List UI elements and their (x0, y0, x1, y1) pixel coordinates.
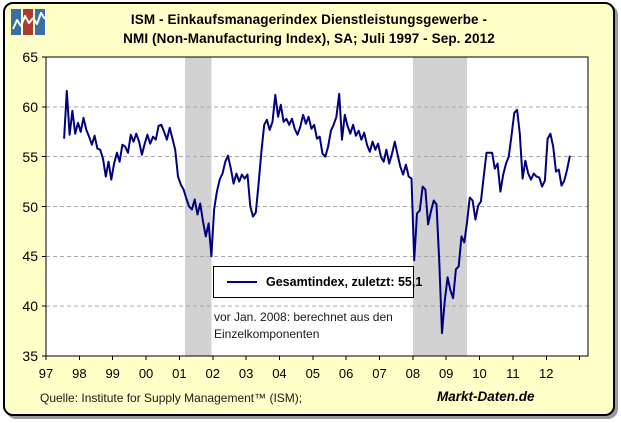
x-axis-label: 12 (539, 366, 554, 381)
markt-daten-logo (11, 9, 46, 35)
x-axis-label: 98 (72, 366, 87, 381)
watermark-text: Markt-Daten.de (437, 389, 535, 404)
y-axis-label: 55 (22, 148, 38, 165)
x-axis-label: 01 (172, 366, 187, 381)
legend-box: Gesamtindex, zuletzt: 55,1 (213, 266, 422, 298)
y-axis-label: 60 (22, 98, 38, 115)
x-axis-label: 05 (305, 366, 321, 381)
x-axis-label: 09 (438, 366, 454, 381)
legend-label: Gesamtindex, zuletzt: 55,1 (266, 275, 423, 289)
x-axis-label: 99 (105, 366, 120, 381)
x-axis-label: 00 (138, 366, 154, 381)
x-axis-label: 06 (338, 366, 354, 381)
x-axis-label: 11 (506, 366, 520, 381)
nmi-series-line (63, 89, 571, 335)
y-axis-label: 35 (22, 348, 38, 364)
logo-sparkline-icon (12, 12, 46, 30)
y-axis-labels: 65 60 55 50 45 40 35 (0, 0, 38, 423)
footnote-line2: Einzelkomponenten (214, 326, 320, 341)
y-axis-label: 50 (22, 198, 38, 215)
footnote: vor Jan. 2008: berechnet aus den Einzelk… (214, 309, 444, 342)
x-axis-label: 10 (472, 366, 487, 381)
legend-line-sample-icon (227, 281, 257, 283)
chart-title-line1: ISM - Einkaufsmanagerindex Dienstleistun… (130, 12, 488, 27)
y-axis-label: 40 (22, 298, 38, 315)
y-axis-label: 45 (22, 248, 38, 265)
x-axis-labels: 97 98 99 00 01 02 03 04 05 06 07 08 09 10 11 12 (0, 366, 621, 382)
y-axis-label: 65 (22, 49, 38, 65)
x-axis-label: 08 (405, 366, 421, 381)
source-text: Quelle: Institute for Supply Management™… (40, 391, 303, 405)
logo-bar-right (35, 9, 45, 35)
chart-title-line2: NMI (Non-Manufacturing Index), SA; Juli … (123, 31, 495, 46)
footnote-line1: vor Jan. 2008: berechnet aus den (214, 310, 393, 324)
x-axis-label: 04 (272, 366, 287, 381)
x-axis-label: 02 (205, 366, 220, 381)
chart-title: ISM - Einkaufsmanagerindex Dienstleistun… (3, 10, 615, 48)
x-axis-label: 07 (372, 366, 387, 381)
x-axis-label: 03 (238, 366, 254, 381)
x-axis-label: 97 (38, 366, 54, 381)
